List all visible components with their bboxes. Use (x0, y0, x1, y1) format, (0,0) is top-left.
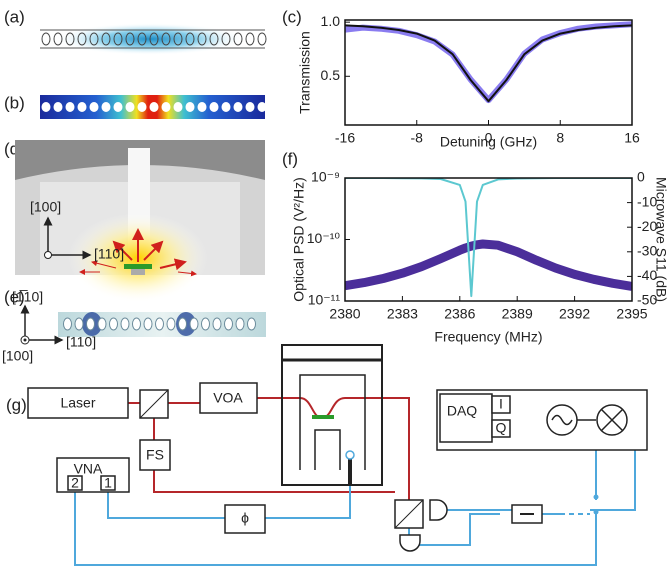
hole (198, 102, 207, 112)
panel-label: (a) (4, 7, 25, 26)
y-tick-label: 10⁻¹¹ (308, 292, 341, 308)
y2-tick-label: 0 (637, 169, 645, 185)
hole (150, 102, 159, 112)
x-axis-label: Frequency (MHz) (434, 329, 542, 345)
box-label: DAQ (447, 403, 477, 419)
hole (156, 318, 164, 330)
x-tick-label: 2395 (616, 306, 647, 322)
y-axis-label: Transmission (297, 31, 313, 114)
y-tick-label: 10⁻⁹ (311, 169, 340, 185)
panel-label: (f) (282, 149, 298, 168)
hole (210, 102, 219, 112)
x-tick-label: 2383 (387, 306, 418, 322)
hole (133, 318, 141, 330)
hole (258, 33, 266, 45)
x-axis-label: Detuning (GHz) (440, 134, 537, 150)
hole (114, 102, 123, 112)
hole (248, 318, 256, 330)
panel-label: (g) (6, 395, 27, 414)
hole (42, 102, 51, 112)
x-tick-label: 2392 (559, 306, 590, 322)
x-tick-label: 2386 (444, 306, 475, 322)
axis-label: [100] (30, 199, 61, 215)
hole (121, 318, 129, 330)
axis-label: [1̅10] (12, 289, 43, 305)
port-label: 2 (71, 475, 79, 491)
port-label: 1 (104, 475, 112, 491)
hole (258, 102, 267, 112)
hole (78, 102, 87, 112)
hole (87, 318, 95, 330)
x-tick-label: 16 (624, 130, 640, 146)
hole (102, 102, 111, 112)
hole (179, 318, 187, 330)
plot-frame (345, 20, 632, 125)
box-label: Laser (60, 395, 95, 411)
x-tick-label: 2380 (329, 306, 360, 322)
x-tick-label: 2389 (502, 306, 533, 322)
hole (167, 318, 175, 330)
hole (75, 318, 83, 330)
hole (246, 102, 255, 112)
box-label: VOA (213, 390, 243, 406)
x-tick-label: -16 (335, 130, 355, 146)
series-line (345, 24, 632, 100)
hole (66, 102, 75, 112)
hole (42, 33, 50, 45)
box-label: ϕ (241, 510, 249, 526)
hole (234, 102, 243, 112)
series-line (345, 25, 632, 101)
nanobeam-mechanical (40, 95, 267, 119)
hole (64, 318, 72, 330)
y-tick-label: 1.0 (321, 13, 341, 29)
hole (98, 318, 106, 330)
figure: (a) (b) (c) (d) (e) (f) (g) [100] [110] … (0, 0, 671, 569)
hole (110, 318, 118, 330)
y-axis-label: Optical PSD (V²/Hz) (291, 177, 307, 301)
y2-axis-label: Microwave S11 (dB) (653, 177, 669, 302)
panel-label: (b) (4, 93, 25, 112)
hole (186, 102, 195, 112)
hole (90, 102, 99, 112)
hole (225, 318, 233, 330)
hole (190, 318, 198, 330)
hole (213, 318, 221, 330)
hole (162, 102, 171, 112)
box-label: FS (146, 447, 164, 463)
y-tick-label: 10⁻¹⁰ (307, 230, 341, 246)
axis-label: [110] (94, 246, 124, 262)
device-cross-section: [100] [110] (15, 140, 265, 303)
hole (126, 102, 135, 112)
y-tick-label: 0.5 (321, 67, 341, 83)
hole (236, 318, 244, 330)
setup-diagram: Laser VOA FS ϕ VNA 2 1 DAQ I Q (28, 345, 647, 565)
panel-label: (c) (282, 7, 302, 26)
x-tick-label: 8 (556, 130, 564, 146)
axis-label: [100] (2, 348, 33, 364)
port-label: I (499, 396, 503, 412)
hole (144, 318, 152, 330)
hole (202, 318, 210, 330)
axis-label: [110] (66, 334, 96, 350)
hole (222, 102, 231, 112)
hole (246, 33, 254, 45)
hole (138, 102, 147, 112)
hole (174, 102, 183, 112)
x-tick-label: -8 (411, 130, 424, 146)
port-label: Q (496, 420, 507, 436)
hole (54, 102, 63, 112)
nanobeam-optical (40, 23, 266, 55)
series-line (345, 244, 632, 286)
